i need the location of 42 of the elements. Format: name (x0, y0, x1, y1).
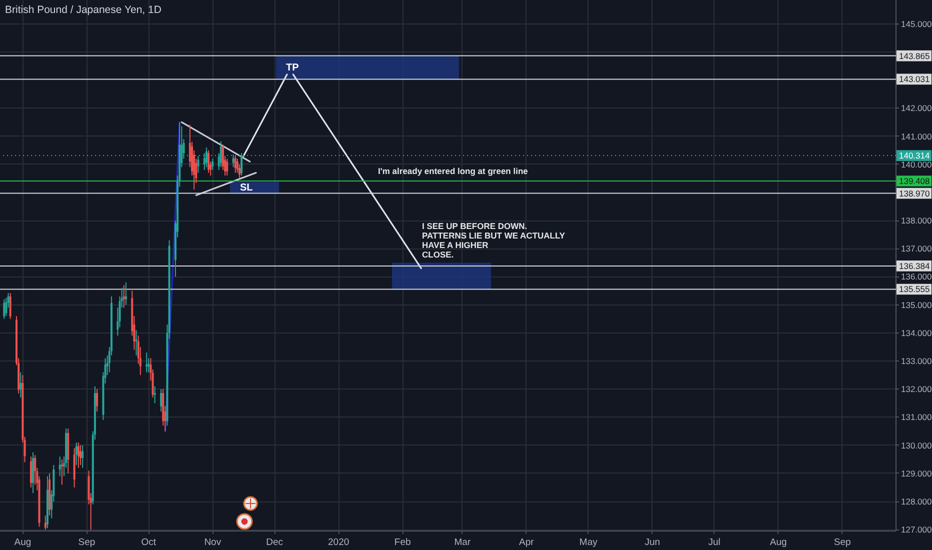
y-tick-label: 134.000 (901, 328, 932, 338)
band-label: TP (286, 62, 300, 74)
x-tick-label: 2020 (328, 537, 350, 548)
x-tick-label: Mar (454, 537, 471, 548)
x-tick-label: Nov (204, 537, 222, 548)
y-tick-label: 128.000 (901, 496, 932, 506)
x-tick-label: Oct (141, 537, 156, 548)
ref-line-label: 136.384 (899, 260, 930, 271)
x-tick-label: Sep (78, 537, 96, 548)
y-tick-label: 140.000 (901, 159, 932, 170)
ref-line-label: 135.555 (899, 284, 930, 294)
x-tick-label: Aug (14, 537, 32, 548)
x-tick-label: Jun (644, 537, 660, 548)
y-tick-label: 129.000 (901, 468, 932, 478)
y-tick-label: 137.000 (901, 244, 932, 254)
band-label: SL (240, 182, 253, 194)
annotation: I SEE UP BEFORE DOWN. PATTERNS LIE BUT WE ACTUALLY HAVE A HIGHER CLOSE. (422, 221, 566, 260)
y-tick-label: 145.000 (901, 18, 932, 29)
ref-line-label: 139.408 (899, 176, 930, 186)
y-tick-label: 131.000 (901, 412, 932, 422)
annotation: I'm already entered long at green line (378, 166, 528, 176)
y-tick-label: 127.000 (901, 524, 932, 535)
x-tick-label: Sep (834, 537, 851, 548)
y-tick-label: 142.000 (901, 103, 932, 114)
ref-line-label: 140.314 (899, 150, 930, 161)
x-tick-label: Feb (394, 537, 411, 548)
x-tick-label: May (579, 537, 598, 548)
chart-title: British Pound / Japanese Yen, 1D (5, 4, 162, 16)
y-tick-label: 132.000 (901, 384, 932, 394)
y-tick-label: 135.000 (901, 300, 932, 310)
ref-line-label: 143.031 (899, 74, 930, 84)
x-tick-label: Apr (519, 537, 534, 548)
y-tick-label: 138.000 (901, 216, 932, 226)
y-tick-label: 136.000 (901, 272, 932, 282)
x-tick-label: Dec (266, 537, 284, 548)
y-tick-label: 141.000 (901, 131, 932, 142)
x-tick-label: Jul (708, 537, 720, 548)
x-tick-label: Aug (770, 537, 787, 548)
ref-line-label: 143.865 (899, 50, 930, 61)
y-tick-label: 133.000 (901, 356, 932, 366)
ref-line-label: 138.970 (899, 188, 930, 198)
y-tick-label: 130.000 (901, 440, 932, 450)
